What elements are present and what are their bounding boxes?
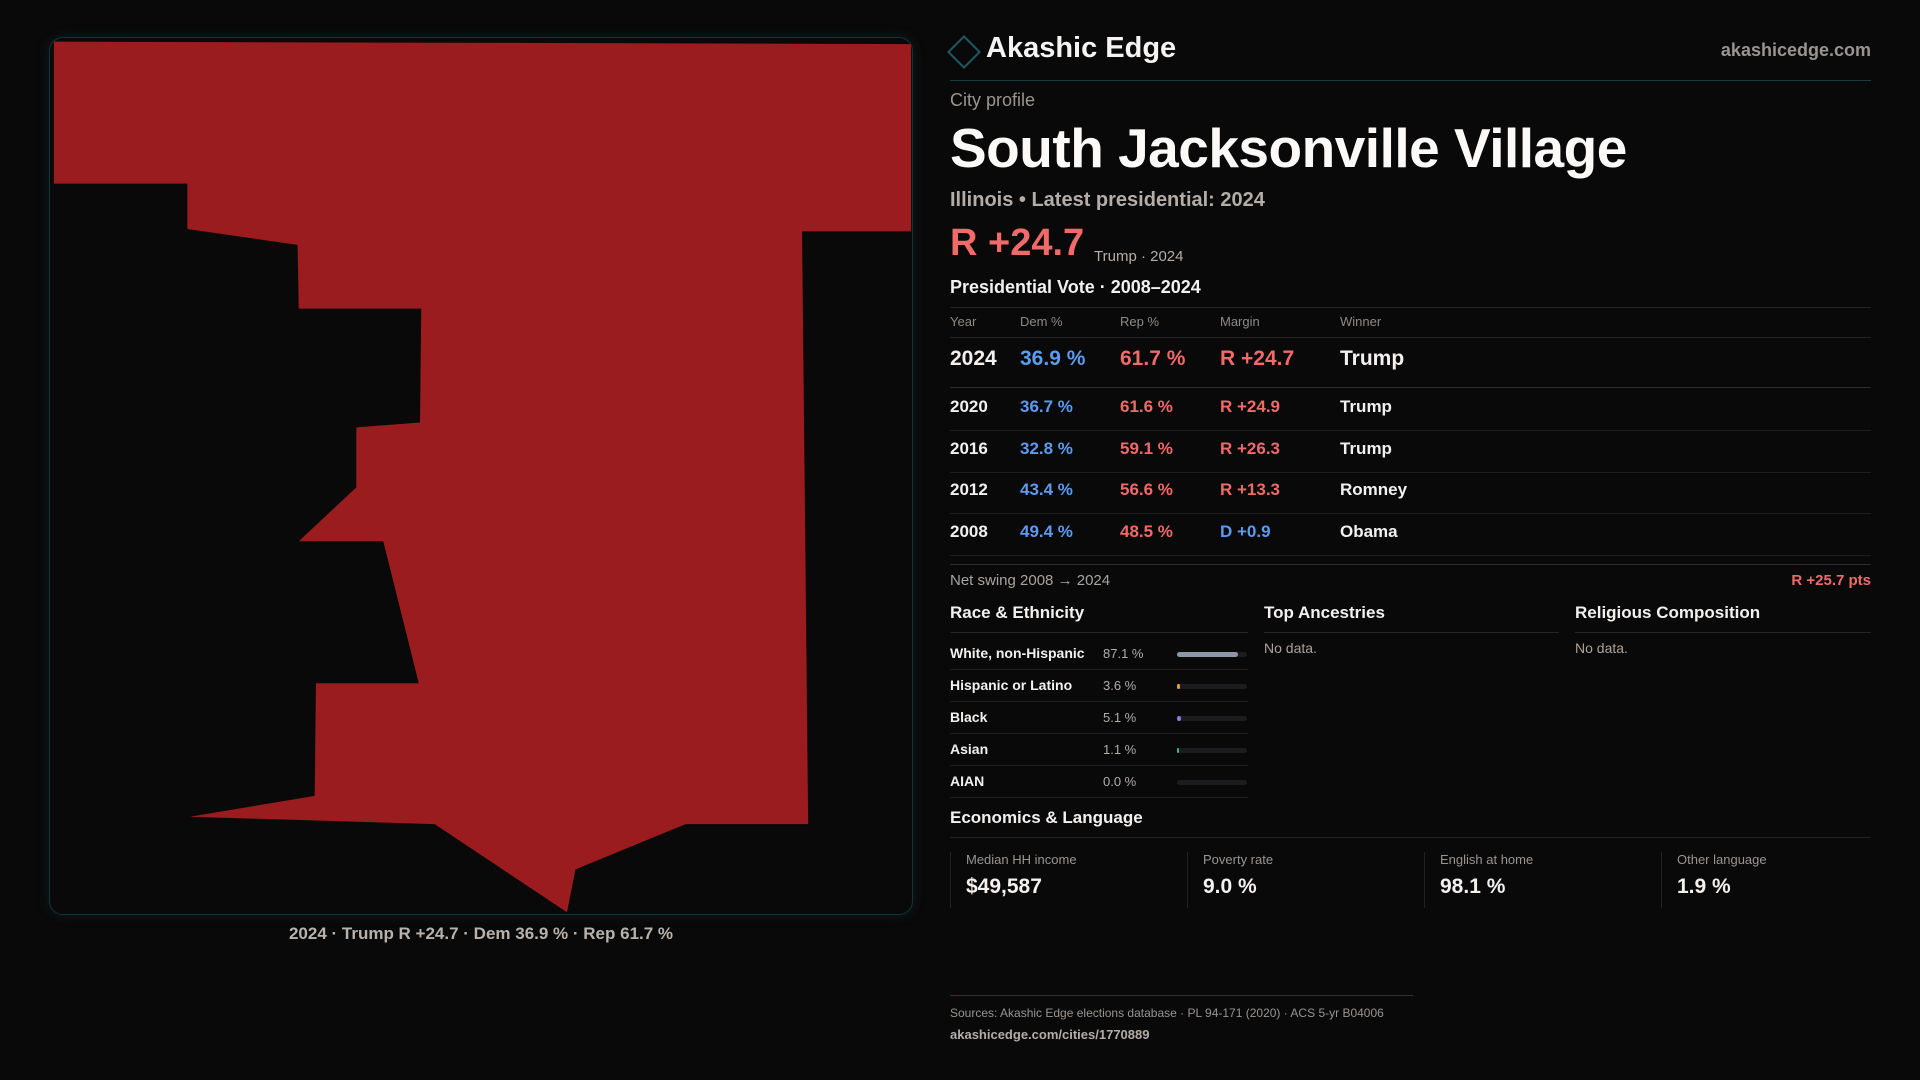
cell-dem: 43.4 % [1020, 480, 1073, 499]
race-label: Black [950, 709, 988, 725]
ancestries-heading: Top Ancestries [1264, 603, 1385, 622]
stat-label: Median HH income [966, 852, 1077, 867]
cell-margin: R +13.3 [1220, 480, 1281, 499]
race-bar [1177, 684, 1247, 689]
divider [950, 337, 1871, 338]
divider [950, 669, 1248, 670]
cell-rep: 61.7 % [1120, 347, 1186, 370]
race-label: AIAN [950, 773, 985, 789]
divider [950, 733, 1248, 734]
site-link[interactable]: akashicedge.com [1720, 40, 1871, 60]
divider [1264, 632, 1559, 633]
divider [950, 387, 1871, 388]
race-heading: Race & Ethnicity [950, 603, 1085, 622]
divider [950, 472, 1871, 473]
footer-divider [950, 995, 1413, 996]
stat-median-income: Median HH income $49,587 [950, 852, 1077, 908]
latest-winner: Trump · 2024 [1094, 248, 1184, 265]
latest-margin: R +24.7 [950, 222, 1085, 264]
divider [950, 513, 1871, 514]
cell-dem: 36.9 % [1020, 347, 1086, 370]
religion-heading: Religious Composition [1575, 603, 1761, 622]
cell-rep: 59.1 % [1120, 439, 1173, 458]
race-label: Asian [950, 741, 989, 757]
race-value: 1.1 % [1103, 742, 1137, 757]
religion-empty: No data. [1575, 640, 1628, 656]
page-kicker: City profile [950, 90, 1036, 110]
stat-value: 98.1 % [1440, 875, 1506, 898]
race-value: 3.6 % [1103, 678, 1137, 693]
brand-name[interactable]: Akashic Edge [986, 32, 1177, 64]
divider [950, 765, 1248, 766]
divider [950, 430, 1871, 431]
col-header-winner: Winner [1340, 314, 1382, 329]
race-label: Hispanic or Latino [950, 677, 1073, 693]
divider [950, 307, 1871, 308]
race-value: 0.0 % [1103, 774, 1137, 789]
col-header-dem: Dem % [1020, 314, 1063, 329]
cell-margin: R +24.7 [1220, 347, 1295, 370]
economics-heading: Economics & Language [950, 808, 1143, 827]
cell-dem: 49.4 % [1020, 522, 1073, 541]
page-title: South Jacksonville Village [950, 117, 1627, 179]
stat-poverty-rate: Poverty rate 9.0 % [1187, 852, 1273, 908]
ancestries-empty: No data. [1264, 640, 1317, 656]
net-swing-label: Net swing 2008 → 2024 [950, 572, 1111, 589]
page-url[interactable]: akashicedge.com/cities/1770889 [950, 1027, 1150, 1042]
cell-rep: 61.6 % [1120, 397, 1173, 416]
divider [950, 797, 1248, 798]
cell-year: 2012 [950, 480, 988, 499]
diamond-logo-icon [947, 35, 981, 69]
race-bar [1177, 716, 1247, 721]
divider [950, 701, 1248, 702]
race-label: White, non-Hispanic [950, 645, 1085, 661]
cell-winner: Trump [1340, 397, 1392, 416]
cell-winner: Obama [1340, 522, 1398, 541]
race-bar [1177, 652, 1247, 657]
cell-winner: Trump [1340, 439, 1392, 458]
col-header-rep: Rep % [1120, 314, 1160, 329]
cell-margin: R +26.3 [1220, 439, 1281, 458]
race-bar [1177, 748, 1247, 753]
cell-year: 2008 [950, 522, 988, 541]
cell-winner: Trump [1340, 347, 1405, 370]
stat-label: Poverty rate [1203, 852, 1274, 867]
divider [950, 837, 1871, 838]
cell-dem: 32.8 % [1020, 439, 1073, 458]
stat-label: Other language [1677, 852, 1767, 867]
header-divider [950, 80, 1871, 81]
divider [950, 632, 1248, 633]
stat-value: $49,587 [966, 875, 1042, 898]
race-value: 87.1 % [1103, 646, 1144, 661]
race-bar [1177, 780, 1247, 785]
sources-note: Sources: Akashic Edge elections database… [950, 1006, 1384, 1020]
cell-rep: 56.6 % [1120, 480, 1173, 499]
stat-other-language: Other language 1.9 % [1661, 852, 1767, 908]
map-caption: 2024 · Trump R +24.7 · Dem 36.9 % · Rep … [288, 924, 674, 943]
divider [950, 564, 1871, 565]
stat-value: 9.0 % [1203, 875, 1257, 898]
net-swing-value: R +25.7 pts [1791, 572, 1871, 589]
cell-year: 2024 [950, 347, 997, 370]
stat-label: English at home [1440, 852, 1534, 867]
race-value: 5.1 % [1103, 710, 1137, 725]
vote-section-heading: Presidential Vote · 2008–2024 [950, 277, 1201, 297]
col-header-margin: Margin [1220, 314, 1260, 329]
map-panel [49, 37, 913, 915]
cell-margin: R +24.9 [1220, 397, 1281, 416]
stat-english-home: English at home 98.1 % [1424, 852, 1533, 908]
cell-winner: Romney [1340, 480, 1408, 499]
col-header-year: Year [950, 314, 977, 329]
page-subtitle: Illinois • Latest presidential: 2024 [950, 189, 1265, 211]
stat-value: 1.9 % [1677, 875, 1731, 898]
cell-year: 2020 [950, 397, 988, 416]
cell-dem: 36.7 % [1020, 397, 1073, 416]
divider [950, 555, 1871, 556]
divider [1575, 632, 1871, 633]
cell-margin: D +0.9 [1220, 522, 1271, 541]
cell-rep: 48.5 % [1120, 522, 1173, 541]
cell-year: 2016 [950, 439, 988, 458]
